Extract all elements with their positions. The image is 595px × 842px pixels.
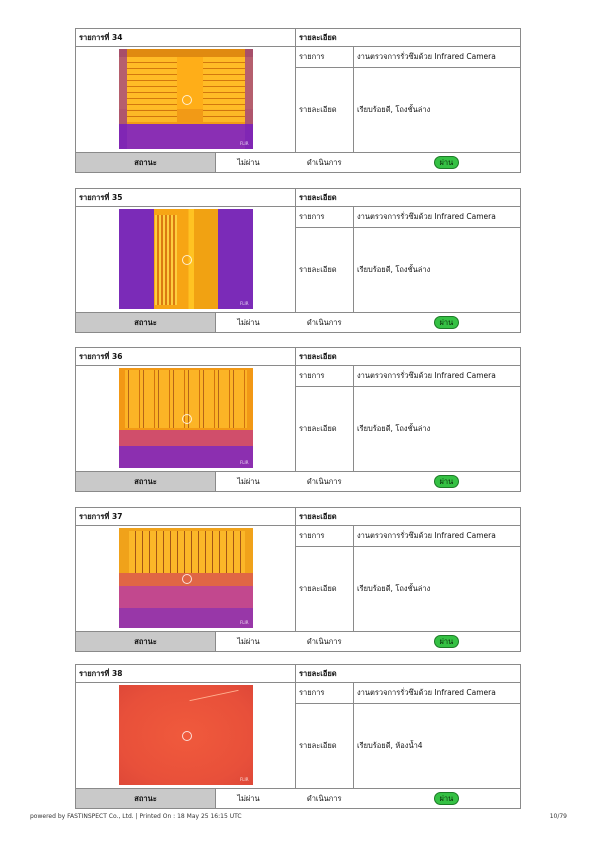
item-label: รายการ	[295, 365, 355, 387]
thermal-image: FLIR	[118, 209, 253, 309]
status-fail: ไม่ผ่าน	[237, 476, 260, 486]
inspection-item: รายการที่ 38 รายละเอียด FLIR รายการ งานต…	[74, 664, 522, 812]
status-in-progress: ดำเนินการ	[306, 157, 342, 167]
status-label: สถานะ	[75, 631, 216, 652]
image-cell: FLIR	[74, 46, 297, 153]
status-label: สถานะ	[75, 788, 216, 809]
inspection-item: รายการที่ 34 รายละเอียด FLIR รายการ งานต…	[74, 28, 522, 176]
inspection-table: รายการที่ 34 รายละเอียด FLIR รายการ งานต…	[74, 28, 522, 173]
crosshair-icon	[181, 414, 192, 424]
footer-text: powered by FASTINSPECT Co., Ltd. | Print…	[30, 813, 242, 820]
status-label: สถานะ	[75, 471, 216, 492]
image-cell: FLIR	[74, 206, 297, 313]
item-value: งานตรวจการรั่วซึมด้วย Infrared Camera	[353, 682, 522, 704]
item-title: รายการที่ 36	[74, 347, 297, 366]
status-in-progress: ดำเนินการ	[306, 636, 342, 646]
inspection-table: รายการที่ 38 รายละเอียด FLIR รายการ งานต…	[74, 664, 522, 809]
inspection-table: รายการที่ 35 รายละเอียด FLIR รายการ งานต…	[74, 188, 522, 333]
detail-value: เรียบร้อยดี, โถงชั้นล่าง	[353, 386, 522, 472]
image-brand: FLIR	[240, 301, 249, 306]
thermal-image: FLIR	[118, 528, 253, 628]
image-cell: FLIR	[74, 365, 297, 472]
item-title: รายการที่ 34	[74, 28, 297, 47]
image-brand: FLIR	[240, 141, 249, 146]
item-label: รายการ	[295, 525, 355, 547]
item-title: รายการที่ 38	[74, 664, 297, 683]
image-brand: FLIR	[240, 777, 249, 782]
detail-label: รายละเอียด	[295, 703, 355, 789]
details-header: รายละเอียด	[295, 188, 522, 207]
item-label: รายการ	[295, 206, 355, 228]
status-in-progress: ดำเนินการ	[306, 476, 342, 486]
status-fail: ไม่ผ่าน	[237, 793, 260, 803]
detail-label: รายละเอียด	[295, 227, 355, 313]
item-title: รายการที่ 37	[74, 507, 297, 526]
details-header: รายละเอียด	[295, 507, 522, 526]
image-brand: FLIR	[240, 620, 249, 625]
status-fail: ไม่ผ่าน	[237, 157, 260, 167]
details-header: รายละเอียด	[295, 347, 522, 366]
item-value: งานตรวจการรั่วซึมด้วย Infrared Camera	[353, 206, 522, 228]
inspection-table: รายการที่ 36 รายละเอียด FLIR รายการ งานต…	[74, 347, 522, 492]
item-label: รายการ	[295, 46, 355, 68]
detail-value: เรียบร้อยดี, โถงชั้นล่าง	[353, 227, 522, 313]
inspection-item: รายการที่ 36 รายละเอียด FLIR รายการ งานต…	[74, 347, 522, 495]
item-value: งานตรวจการรั่วซึมด้วย Infrared Camera	[353, 365, 522, 387]
detail-label: รายละเอียด	[295, 386, 355, 472]
detail-value: เรียบร้อยดี, โถงชั้นล่าง	[353, 67, 522, 153]
status-pass-badge: ผ่าน	[433, 156, 460, 169]
crosshair-icon	[181, 731, 192, 741]
status-in-progress: ดำเนินการ	[306, 793, 342, 803]
details-header: รายละเอียด	[295, 28, 522, 47]
thermal-image: FLIR	[118, 49, 253, 149]
detail-label: รายละเอียด	[295, 546, 355, 632]
status-in-progress: ดำเนินการ	[306, 317, 342, 327]
status-label: สถานะ	[75, 312, 216, 333]
status-fail: ไม่ผ่าน	[237, 317, 260, 327]
item-value: งานตรวจการรั่วซึมด้วย Infrared Camera	[353, 525, 522, 547]
detail-label: รายละเอียด	[295, 67, 355, 153]
crosshair-icon	[181, 255, 192, 265]
status-label: สถานะ	[75, 152, 216, 173]
inspection-item: รายการที่ 35 รายละเอียด FLIR รายการ งานต…	[74, 188, 522, 336]
item-title: รายการที่ 35	[74, 188, 297, 207]
status-pass-badge: ผ่าน	[433, 316, 460, 329]
page-number: 10/79	[549, 813, 567, 820]
crosshair-icon	[181, 574, 192, 584]
image-cell: FLIR	[74, 525, 297, 632]
detail-value: เรียบร้อยดี, ห้องน้ำ4	[353, 703, 522, 789]
details-header: รายละเอียด	[295, 664, 522, 683]
thermal-image: FLIR	[118, 368, 253, 468]
status-pass-badge: ผ่าน	[433, 792, 460, 805]
item-value: งานตรวจการรั่วซึมด้วย Infrared Camera	[353, 46, 522, 68]
detail-value: เรียบร้อยดี, โถงชั้นล่าง	[353, 546, 522, 632]
thermal-image: FLIR	[118, 685, 253, 785]
status-fail: ไม่ผ่าน	[237, 636, 260, 646]
status-pass-badge: ผ่าน	[433, 475, 460, 488]
image-cell: FLIR	[74, 682, 297, 789]
image-brand: FLIR	[240, 460, 249, 465]
inspection-table: รายการที่ 37 รายละเอียด FLIR รายการ งานต…	[74, 507, 522, 652]
status-pass-badge: ผ่าน	[433, 635, 460, 648]
inspection-item: รายการที่ 37 รายละเอียด FLIR รายการ งานต…	[74, 507, 522, 655]
item-label: รายการ	[295, 682, 355, 704]
crosshair-icon	[181, 95, 192, 105]
